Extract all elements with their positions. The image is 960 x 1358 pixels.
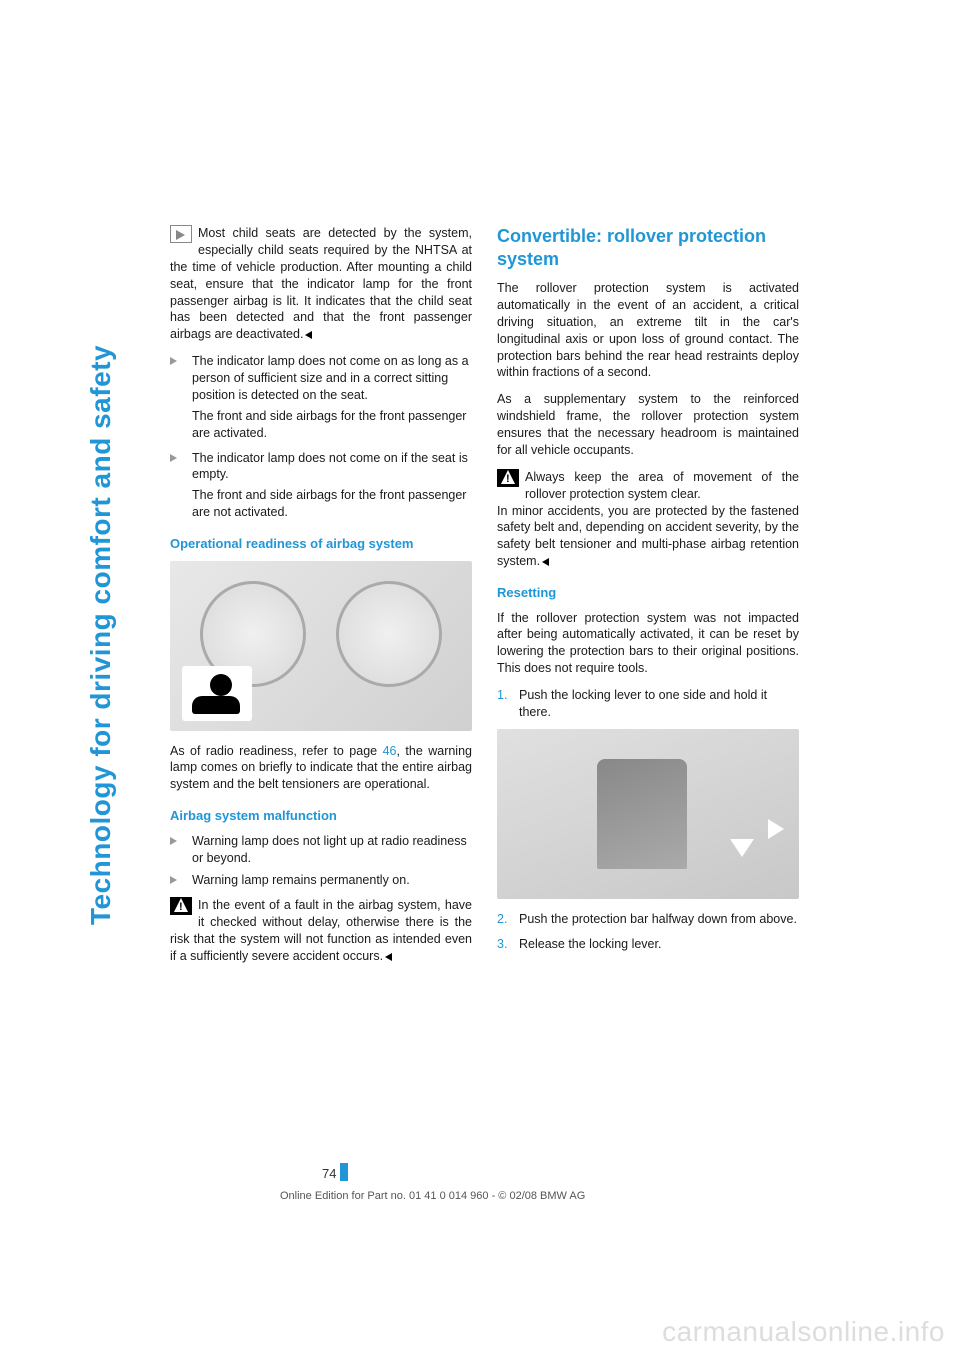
end-marker-icon xyxy=(385,953,392,961)
numbered-step: 3. Release the locking lever. xyxy=(497,936,799,953)
end-marker-icon xyxy=(305,331,312,339)
column-right: Convertible: rollover protection system … xyxy=(497,225,799,975)
warning-block: In the event of a fault in the airbag sy… xyxy=(170,897,472,965)
note-text: Most child seats are detected by the sys… xyxy=(170,226,472,341)
heading-resetting: Resetting xyxy=(497,584,799,602)
column-left: Most child seats are detected by the sys… xyxy=(170,225,472,975)
numbered-step: 1. Push the locking lever to one side an… xyxy=(497,687,799,721)
paragraph: As of radio readiness, refer to page 46,… xyxy=(170,743,472,794)
page-reference-link[interactable]: 46 xyxy=(383,744,397,758)
heading-rollover-protection: Convertible: rollover protection system xyxy=(497,225,799,270)
sidebar-tab: Technology for driving comfort and safet… xyxy=(75,225,115,925)
numbered-step: 2. Push the protection bar halfway down … xyxy=(497,911,799,928)
note-block: Most child seats are detected by the sys… xyxy=(170,225,472,343)
bullet-item: The indicator lamp does not come on as l… xyxy=(170,353,472,441)
bullet-text: Warning lamp remains permanently on. xyxy=(192,872,472,889)
step-number: 3. xyxy=(497,936,519,953)
bullet-text: Warning lamp does not light up at radio … xyxy=(192,833,472,867)
bullet-item: The indicator lamp does not come on if t… xyxy=(170,450,472,522)
figure-dashboard xyxy=(170,561,472,731)
end-marker-icon xyxy=(542,558,549,566)
step-text: Release the locking lever. xyxy=(519,936,799,953)
bullet-subtext: The front and side airbags for the front… xyxy=(192,487,472,521)
bullet-icon xyxy=(170,450,192,522)
bullet-icon xyxy=(170,353,192,441)
arrow-right-icon xyxy=(768,819,784,839)
sidebar-title: Technology for driving comfort and safet… xyxy=(85,345,117,925)
step-number: 1. xyxy=(497,687,519,721)
warning-icon xyxy=(170,897,192,915)
rollover-bar-shape xyxy=(597,759,687,869)
warning-text: Always keep the area of movement of the … xyxy=(525,470,799,501)
step-text: Push the protection bar halfway down fro… xyxy=(519,911,799,928)
paragraph: As a supplementary system to the reinfor… xyxy=(497,391,799,459)
bullet-text: The indicator lamp does not come on as l… xyxy=(192,353,472,404)
step-number: 2. xyxy=(497,911,519,928)
warning-block: Always keep the area of movement of the … xyxy=(497,469,799,570)
page-content: Most child seats are detected by the sys… xyxy=(170,225,800,975)
bullet-icon xyxy=(170,872,192,889)
figure-rollover-bar xyxy=(497,729,799,899)
page-marker xyxy=(340,1163,348,1181)
bullet-item: Warning lamp does not light up at radio … xyxy=(170,833,472,867)
bullet-item: Warning lamp remains permanently on. xyxy=(170,872,472,889)
airbag-warning-icon xyxy=(182,666,252,721)
warning-icon xyxy=(497,469,519,487)
warning-text: In the event of a fault in the airbag sy… xyxy=(170,898,472,963)
step-text: Push the locking lever to one side and h… xyxy=(519,687,799,721)
watermark: carmanualsonline.info xyxy=(662,1316,945,1348)
heading-operational-readiness: Operational readiness of airbag system xyxy=(170,535,472,553)
heading-airbag-malfunction: Airbag system malfunction xyxy=(170,807,472,825)
bullet-text: The indicator lamp does not come on if t… xyxy=(192,450,472,484)
arrow-down-icon xyxy=(730,839,754,857)
paragraph: If the rollover protection system was no… xyxy=(497,610,799,678)
text: As of radio readiness, refer to page xyxy=(170,744,383,758)
page-number: 74 xyxy=(322,1166,336,1181)
paragraph: The rollover protection system is activa… xyxy=(497,280,799,381)
bullet-icon xyxy=(170,833,192,867)
bullet-subtext: The front and side airbags for the front… xyxy=(192,408,472,442)
note-icon xyxy=(170,225,192,243)
footer-copyright: Online Edition for Part no. 01 41 0 014 … xyxy=(280,1190,585,1202)
